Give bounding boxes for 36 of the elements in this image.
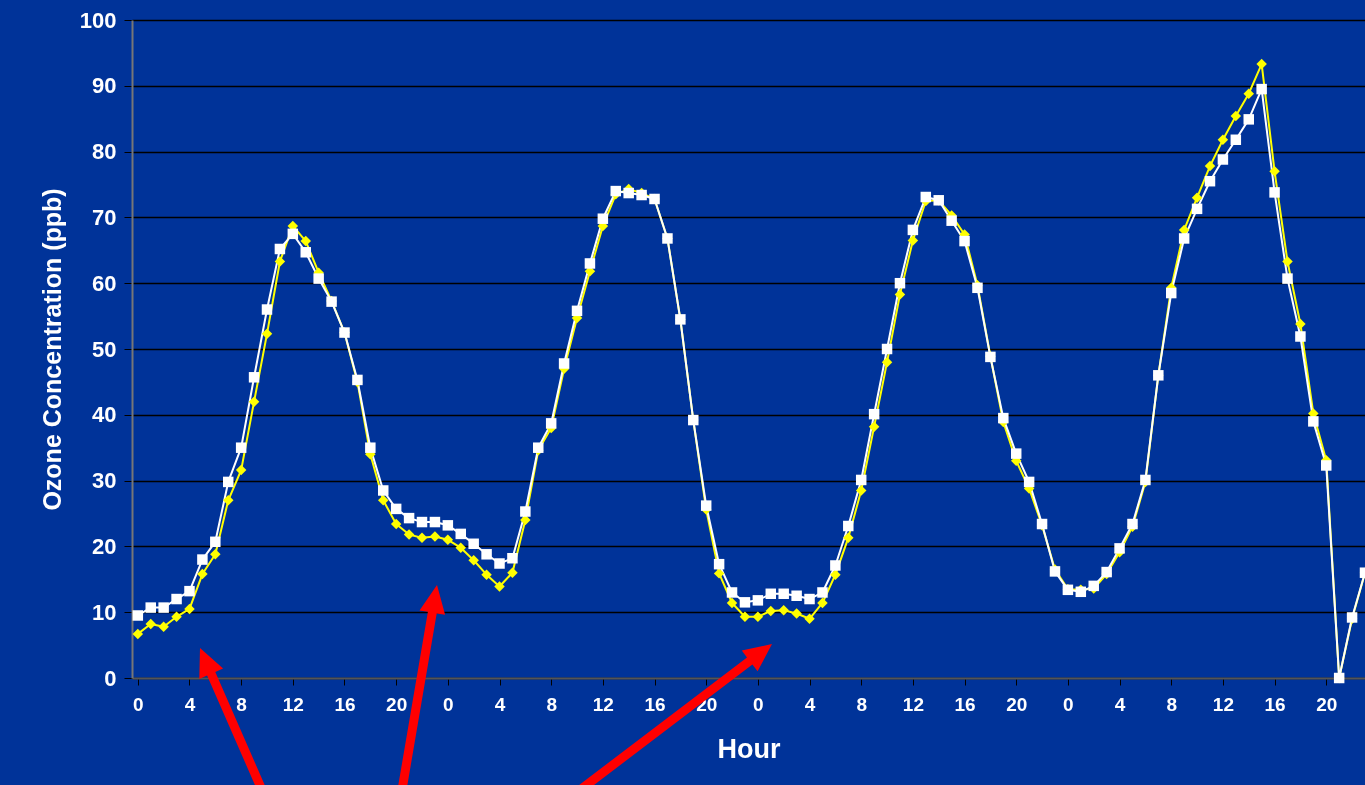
- y-tick-label: 70: [92, 204, 117, 230]
- x-axis-title: Hour: [717, 733, 781, 764]
- y-tick-label: 60: [92, 270, 117, 296]
- x-tick-label: 12: [902, 693, 924, 715]
- x-tick-label: 20: [1316, 693, 1338, 715]
- x-tick-label: 0: [443, 693, 454, 715]
- x-tick-label: 12: [1212, 693, 1234, 715]
- y-tick-label: 90: [92, 73, 117, 99]
- x-tick-label: 16: [1264, 693, 1286, 715]
- x-tick-label: 0: [753, 693, 764, 715]
- x-tick-label: 20: [1006, 693, 1028, 715]
- y-tick-label: 10: [92, 599, 117, 625]
- y-tick-label: 50: [92, 336, 117, 362]
- x-tick-label: 4: [804, 693, 816, 715]
- x-tick-label: 0: [133, 693, 144, 715]
- y-tick-label: 80: [92, 139, 117, 165]
- x-tick-label: 20: [386, 693, 408, 715]
- y-tick-label: 30: [92, 468, 117, 494]
- y-axis-title: Ozone Concentration (ppb): [37, 188, 66, 511]
- y-tick-label: 0: [104, 665, 117, 691]
- x-tick-label: 8: [546, 693, 557, 715]
- x-tick-label: 8: [1166, 693, 1178, 715]
- y-tick-label: 40: [92, 402, 117, 428]
- x-tick-label: 8: [856, 693, 867, 715]
- x-tick-label: 4: [1114, 693, 1126, 715]
- x-tick-label: 16: [644, 693, 666, 715]
- x-tick-label: 8: [236, 693, 247, 715]
- x-tick-label: 4: [184, 693, 196, 715]
- y-tick-label: 20: [92, 533, 117, 559]
- x-tick-label: 12: [592, 693, 614, 715]
- x-tick-label: 16: [954, 693, 976, 715]
- y-tick-label: 100: [79, 7, 117, 33]
- x-tick-label: 12: [282, 693, 304, 715]
- x-tick-label: 4: [494, 693, 506, 715]
- x-tick-label: 0: [1063, 693, 1074, 715]
- x-tick-label: 16: [334, 693, 356, 715]
